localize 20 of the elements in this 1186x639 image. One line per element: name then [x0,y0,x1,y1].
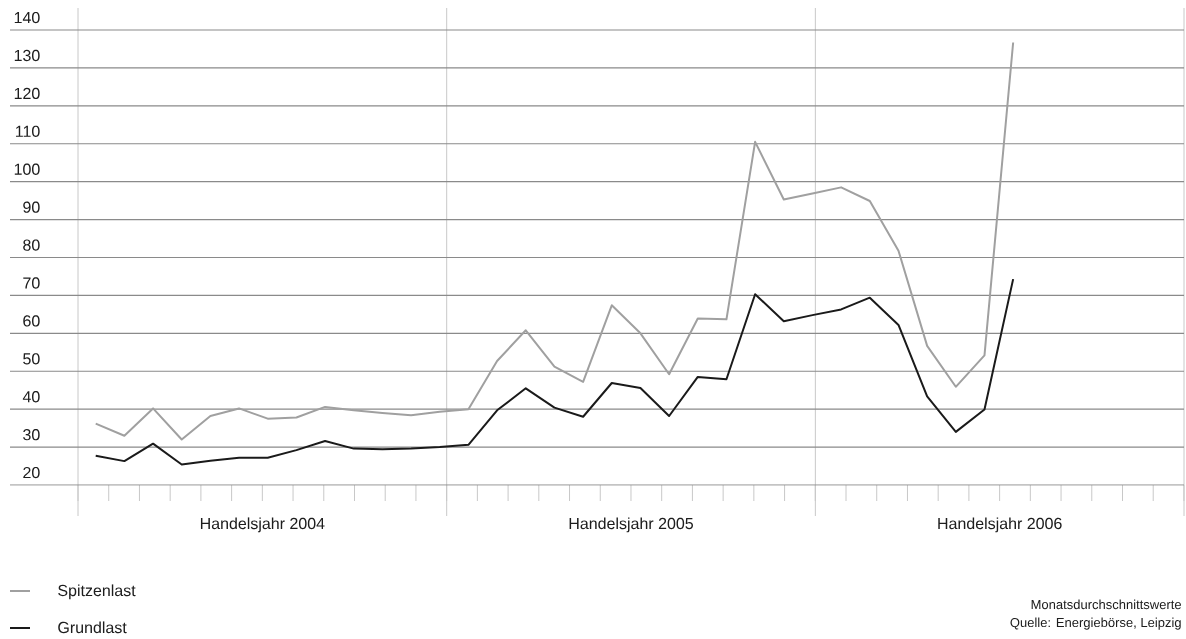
y-tick-label: 120 [14,87,40,100]
y-tick-label: 100 [14,163,40,175]
y-tick-label: 140 [14,11,40,24]
y-tick-label: 50 [23,353,40,365]
y-tick-label: 70 [23,277,40,289]
text: Handelsjahr 2006 [938,517,1062,533]
y-tick-label: 20 [23,466,40,479]
y-tick-label: 130 [14,49,40,62]
y-tick-label: 90 [23,201,40,213]
y-tick-label: 40 [22,391,40,403]
y-tick-label: 80 [23,239,40,251]
text: Handelsjahr 2005 [569,517,693,533]
y-tick-label: 30 [23,429,40,441]
y-tick-label: 110 [15,125,40,138]
text: Monatsdurchschnittswerte [1031,599,1182,610]
legend-label: Spitzenlast [58,584,136,600]
legend-label: Grundlast [58,621,127,634]
y-tick-label: 60 [23,315,40,327]
text: Handelsjahr 2004 [200,517,325,533]
source-note: Quelle: Energiebörse, Leipzig [1010,617,1181,630]
